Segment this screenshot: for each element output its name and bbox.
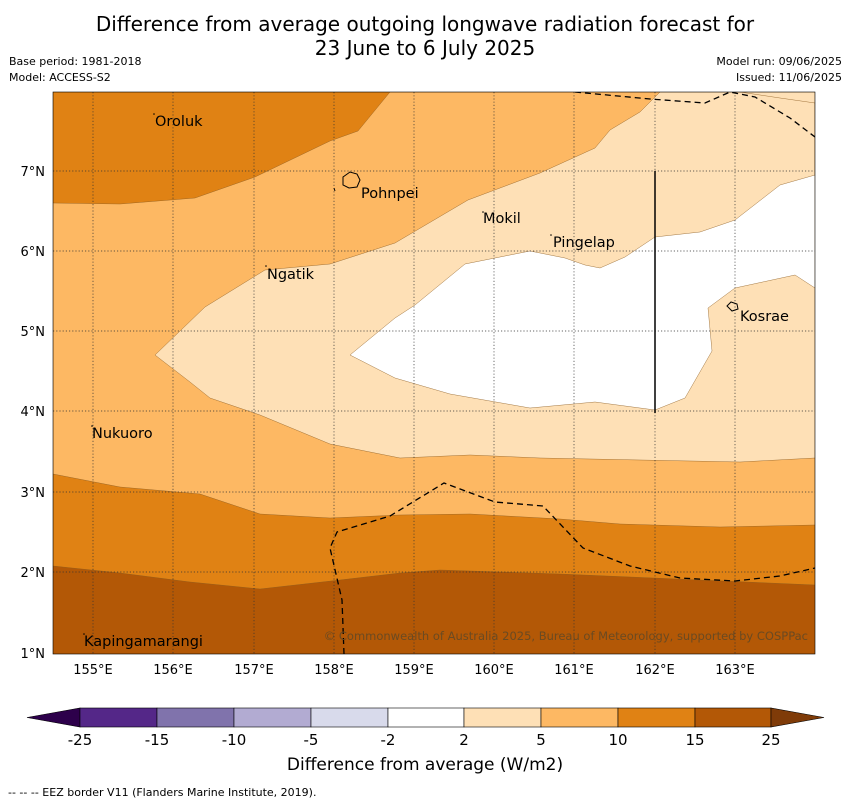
lon-label-156e: 156°E [153,663,193,678]
lon-label-161e: 161°E [554,663,594,678]
colorbar-tick-10: 10 [608,731,627,749]
colorbar-tick-2: 2 [459,731,469,749]
colorbar-bin-neg10-neg5 [233,707,312,728]
colorbar-extend-high [770,707,825,728]
label-pohnpei: Pohnpei [361,186,419,202]
lon-label-155e: 155°E [73,663,113,678]
colorbar-tick-5: 5 [536,731,546,749]
ngatik-marker [265,265,267,267]
pohnpei-reef-mark [333,187,336,192]
base-period: Base period: 1981-2018 [9,55,142,68]
contour-fills [53,92,815,654]
lat-label-7n: 7°N [21,165,46,180]
pohnpei-island-icon [342,171,361,189]
colorbar-tick-neg25: -25 [68,731,93,749]
lon-label-157e: 157°E [234,663,274,678]
lat-label-3n: 3°N [21,486,46,501]
colorbar-tick-25: 25 [761,731,780,749]
label-nukuoro: Nukuoro [92,426,153,442]
fill-neg2-2 [349,92,815,411]
colorbar-bin-neg2-2 [387,707,465,728]
lat-label-5n: 5°N [21,325,46,340]
label-kapingamarangi: Kapingamarangi [84,634,203,650]
place-labels: Oroluk Pohnpei Mokil Pingelap Ngatik Kos… [84,114,789,650]
colorbar-bin-neg5-neg2 [310,707,389,728]
lat-label-6n: 6°N [21,245,46,260]
issued-date: Issued: 11/06/2025 [735,71,842,84]
islands [333,171,739,312]
lon-label-159e: 159°E [394,663,434,678]
lon-label-162e: 162°E [635,663,675,678]
lon-label-163e: 163°E [715,663,755,678]
mokil-marker [482,211,484,213]
lon-tick-labels: 155°E 156°E 157°E 158°E 159°E 160°E 161°… [73,663,755,678]
kosrae-island-icon [726,301,739,312]
island-dots [83,113,552,635]
colorbar-bin-10-15 [617,707,696,728]
title-line-1: Difference from average outgoing longwav… [95,12,755,36]
colorbar-ticks: -25 -15 -10 -5 -2 2 5 10 15 25 [68,731,781,749]
meta-left: Base period: 1981-2018 Model: ACCESS-S2 [9,54,141,86]
colorbar-extend-low [26,707,81,728]
colorbar-tick-15: 15 [685,731,704,749]
lat-tick-labels: 7°N 6°N 5°N 4°N 3°N 2°N 1°N [21,165,46,662]
map-title: Difference from average outgoing longwav… [0,12,850,60]
colorbar-bin-2-5 [463,707,542,728]
eez-footnote: -- -- -- EEZ border V11 (Flanders Marine… [8,786,317,799]
title-line-2: 23 June to 6 July 2025 [314,36,536,60]
copyright-notice: © Commonwealth of Australia 2025, Bureau… [324,629,808,643]
colorbar-bin-5-10 [540,707,619,728]
pingelap-marker [550,234,552,236]
lon-label-158e: 158°E [314,663,354,678]
map-frame [52,91,816,655]
oroluk-marker [153,113,155,115]
label-kosrae: Kosrae [740,309,789,325]
eez-borders [329,92,815,654]
nukuoro-marker [91,425,93,427]
lat-label-2n: 2°N [21,566,46,581]
colorbar [26,707,825,728]
eez-border-south [329,482,815,654]
colorbar-tick-neg5: -5 [304,731,319,749]
fill-2-5-top [739,92,815,104]
gridlines [53,92,815,654]
label-mokil: Mokil [483,211,521,227]
lat-label-1n: 1°N [21,647,46,662]
model-run: Model run: 09/06/2025 [716,55,842,68]
eez-border-north [574,92,815,138]
label-ngatik: Ngatik [267,267,315,283]
colorbar-bin-15-25 [694,707,772,728]
colorbar-bin-neg25-neg15 [79,707,158,728]
label-oroluk: Oroluk [155,114,203,130]
model-name: Model: ACCESS-S2 [9,71,111,84]
colorbar-tick-neg10: -10 [222,731,247,749]
colorbar-bin-neg15-neg10 [156,707,235,728]
meta-right: Model run: 09/06/2025 Issued: 11/06/2025 [716,54,842,86]
lon-label-160e: 160°E [474,663,514,678]
colorbar-label: Difference from average (W/m2) [286,755,564,775]
colorbar-tick-neg15: -15 [145,731,170,749]
lat-label-4n: 4°N [21,405,46,420]
label-pingelap: Pingelap [553,235,615,251]
kapingamarangi-marker [83,633,85,635]
colorbar-tick-neg2: -2 [381,731,396,749]
